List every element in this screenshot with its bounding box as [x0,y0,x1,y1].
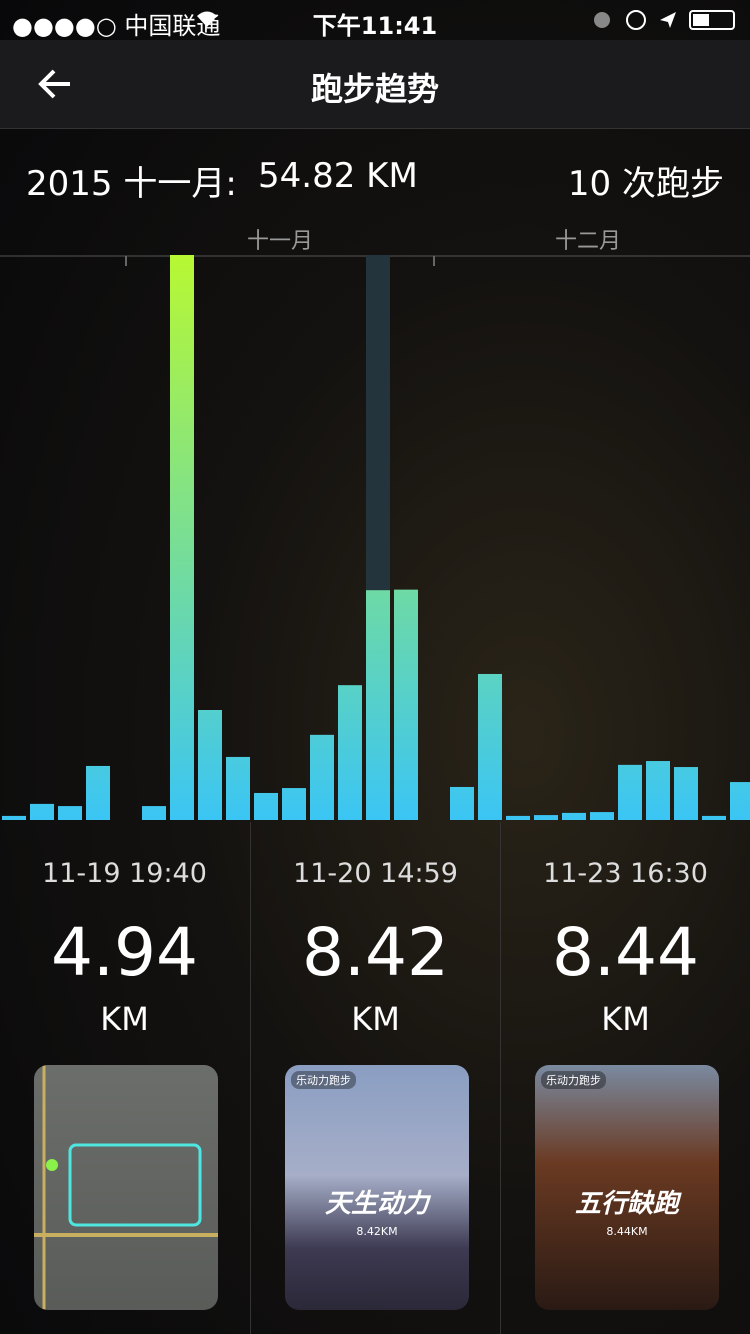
bar [58,806,82,820]
bar [142,806,166,820]
bar [282,788,306,820]
bar [254,792,278,820]
bar [590,812,614,820]
bar [338,685,362,820]
chart: 十一月 十二月 [0,229,750,820]
bar [310,734,334,820]
run-unit: KM [100,1000,149,1038]
run-unit: KM [601,1000,650,1038]
run-card[interactable]: 11-20 14:59 8.42 KM 乐动力跑步天生动力 8.42KM [250,822,500,1334]
run-thumbnail[interactable] [34,1065,218,1310]
bar [86,765,110,820]
clock: 下午11:41 [312,12,438,40]
summary-distance: 54.82 KM [258,156,418,196]
bar [562,812,586,820]
status-bar: ●●●●○ 中国联通 下午11:41 [0,0,750,40]
month-label: 十二月 [555,229,621,254]
nav-title: 跑步趋势 [310,70,439,108]
bar [226,756,250,820]
bar [646,761,670,820]
run-distance: 8.42 [302,914,449,991]
route-map [34,1065,218,1310]
run-card[interactable]: 11-19 19:40 4.94 KM [0,822,249,1334]
bar [730,782,750,820]
app-badge: 乐动力跑步 [541,1071,606,1089]
image-subcaption: 8.42KM [356,1225,398,1238]
image-subcaption: 8.44KM [606,1225,648,1238]
run-thumbnail[interactable]: 乐动力跑步五行缺跑 8.44KM [535,1065,719,1310]
wifi-icon [197,11,217,27]
nav-bar: 跑步趋势 [0,40,750,129]
bar [366,590,390,820]
bar [198,710,222,820]
bar [702,815,726,820]
run-unit: KM [351,1000,400,1038]
app-badge: 乐动力跑步 [291,1071,356,1089]
bar [478,673,502,820]
bar [170,255,194,820]
back-button[interactable] [36,66,76,102]
summary-month: 2015 十一月: [26,164,237,204]
bar [506,815,530,820]
selected-column [366,255,390,591]
month-label: 十一月 [247,229,313,254]
carrier: ●●●●○ 中国联通 [12,12,221,40]
summary-runs: 10 次跑步 [567,164,724,204]
run-time: 11-19 19:40 [42,858,207,889]
bar [618,764,642,820]
bar [30,803,54,820]
image-caption: 天生动力 [324,1189,429,1219]
bar [394,589,418,820]
run-time: 11-20 14:59 [293,858,458,889]
run-distance: 4.94 [51,914,198,991]
bar [534,815,558,820]
run-distance: 8.44 [552,914,699,991]
status-icons [594,10,735,30]
run-card[interactable]: 11-23 16:30 8.44 KM 乐动力跑步五行缺跑 8.44KM [500,822,750,1334]
run-time: 11-23 16:30 [543,858,708,889]
run-thumbnail[interactable]: 乐动力跑步天生动力 8.42KM [285,1065,469,1310]
image-caption: 五行缺跑 [574,1189,679,1219]
bar [450,786,474,820]
bar [2,815,26,820]
bar [674,767,698,820]
